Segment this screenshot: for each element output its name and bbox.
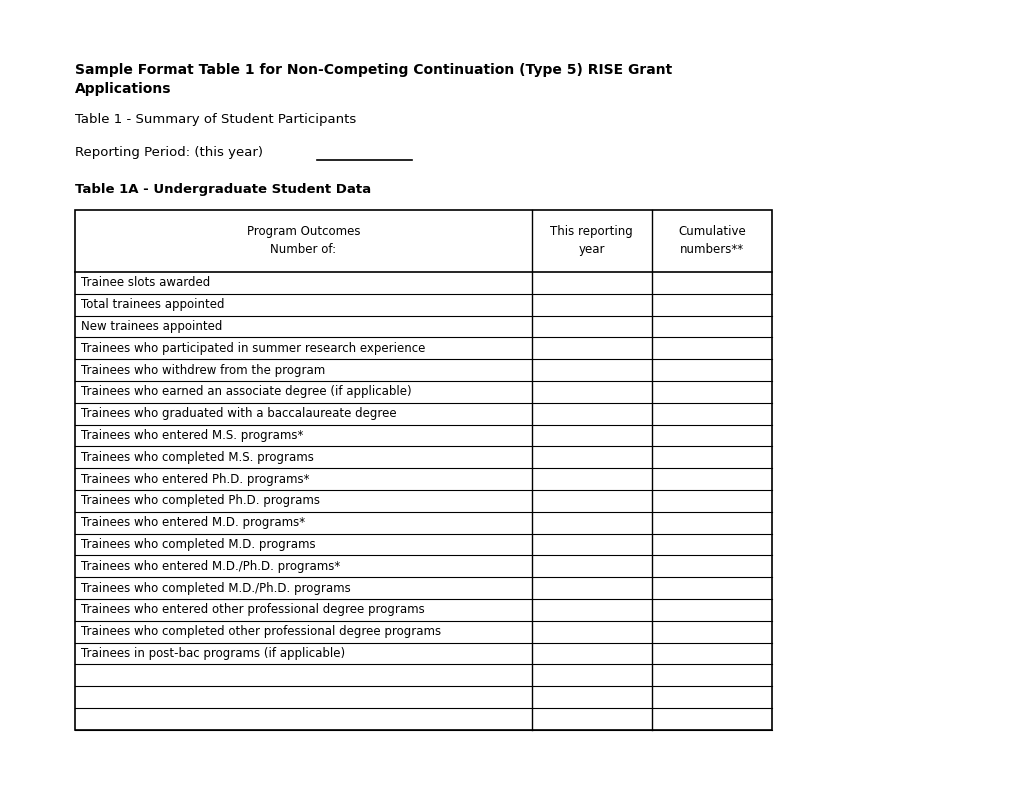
Text: Trainees who participated in summer research experience: Trainees who participated in summer rese… xyxy=(81,342,425,355)
Text: Table 1A - Undergraduate Student Data: Table 1A - Undergraduate Student Data xyxy=(75,183,371,196)
Text: Cumulative
numbers**: Cumulative numbers** xyxy=(678,225,745,257)
Text: Trainees who entered other professional degree programs: Trainees who entered other professional … xyxy=(81,604,424,616)
Text: Trainee slots awarded: Trainee slots awarded xyxy=(81,277,210,289)
Text: Trainees who entered M.S. programs*: Trainees who entered M.S. programs* xyxy=(81,429,303,442)
Text: Total trainees appointed: Total trainees appointed xyxy=(81,298,224,311)
Text: Trainees who graduated with a baccalaureate degree: Trainees who graduated with a baccalaure… xyxy=(81,407,396,420)
Text: Trainees who completed M.S. programs: Trainees who completed M.S. programs xyxy=(81,451,314,464)
Text: Trainees who completed Ph.D. programs: Trainees who completed Ph.D. programs xyxy=(81,494,320,507)
Text: Trainees who completed other professional degree programs: Trainees who completed other professiona… xyxy=(81,625,440,638)
Text: This reporting
year: This reporting year xyxy=(550,225,633,257)
Text: New trainees appointed: New trainees appointed xyxy=(81,320,222,333)
Text: Trainees who completed M.D. programs: Trainees who completed M.D. programs xyxy=(81,538,315,551)
Text: Trainees who entered M.D. programs*: Trainees who entered M.D. programs* xyxy=(81,516,305,530)
Bar xyxy=(75,210,771,730)
Text: Program Outcomes
Number of:: Program Outcomes Number of: xyxy=(247,225,360,257)
Text: Table 1 - Summary of Student Participants: Table 1 - Summary of Student Participant… xyxy=(75,113,356,126)
Text: Trainees who entered M.D./Ph.D. programs*: Trainees who entered M.D./Ph.D. programs… xyxy=(81,559,340,573)
Text: Sample Format Table 1 for Non-Competing Continuation (Type 5) RISE Grant
Applica: Sample Format Table 1 for Non-Competing … xyxy=(75,63,672,96)
Text: Reporting Period: (this year): Reporting Period: (this year) xyxy=(75,146,267,159)
Text: Trainees who completed M.D./Ph.D. programs: Trainees who completed M.D./Ph.D. progra… xyxy=(81,582,351,595)
Text: Trainees in post-bac programs (if applicable): Trainees in post-bac programs (if applic… xyxy=(81,647,344,660)
Text: Trainees who earned an associate degree (if applicable): Trainees who earned an associate degree … xyxy=(81,385,412,399)
Text: Trainees who entered Ph.D. programs*: Trainees who entered Ph.D. programs* xyxy=(81,473,309,485)
Text: Trainees who withdrew from the program: Trainees who withdrew from the program xyxy=(81,363,325,377)
